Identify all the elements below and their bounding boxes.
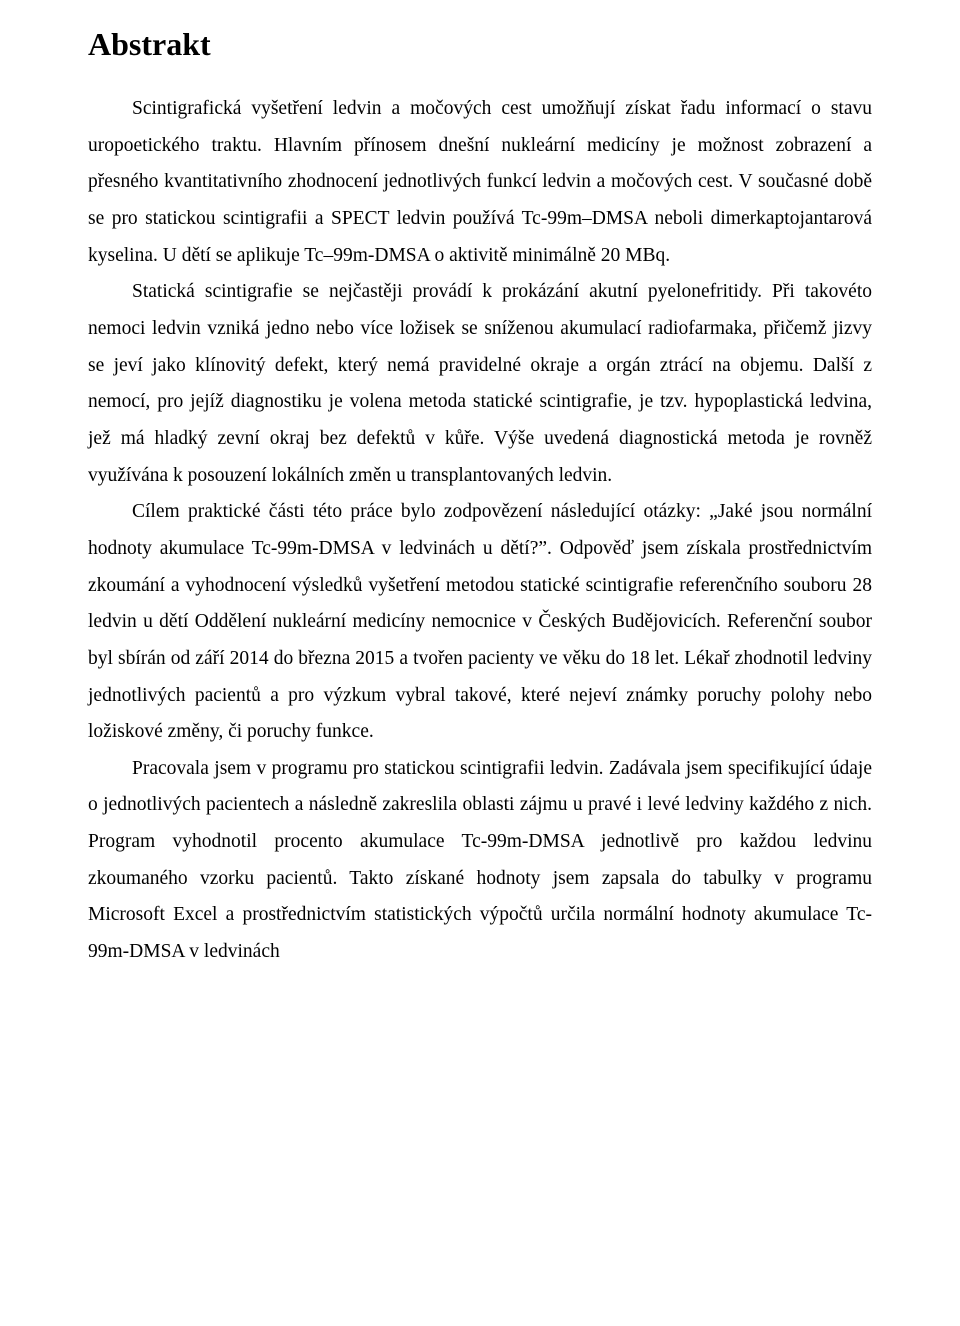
abstract-paragraph-1: Scintigrafická vyšetření ledvin a močový…	[88, 91, 872, 274]
document-page: Abstrakt Scintigrafická vyšetření ledvin…	[0, 0, 960, 1326]
abstract-paragraph-2: Statická scintigrafie se nejčastěji prov…	[88, 274, 872, 494]
abstract-paragraph-3: Cílem praktické části této práce bylo zo…	[88, 494, 872, 751]
abstract-heading: Abstrakt	[88, 26, 872, 63]
abstract-paragraph-4: Pracovala jsem v programu pro statickou …	[88, 751, 872, 971]
